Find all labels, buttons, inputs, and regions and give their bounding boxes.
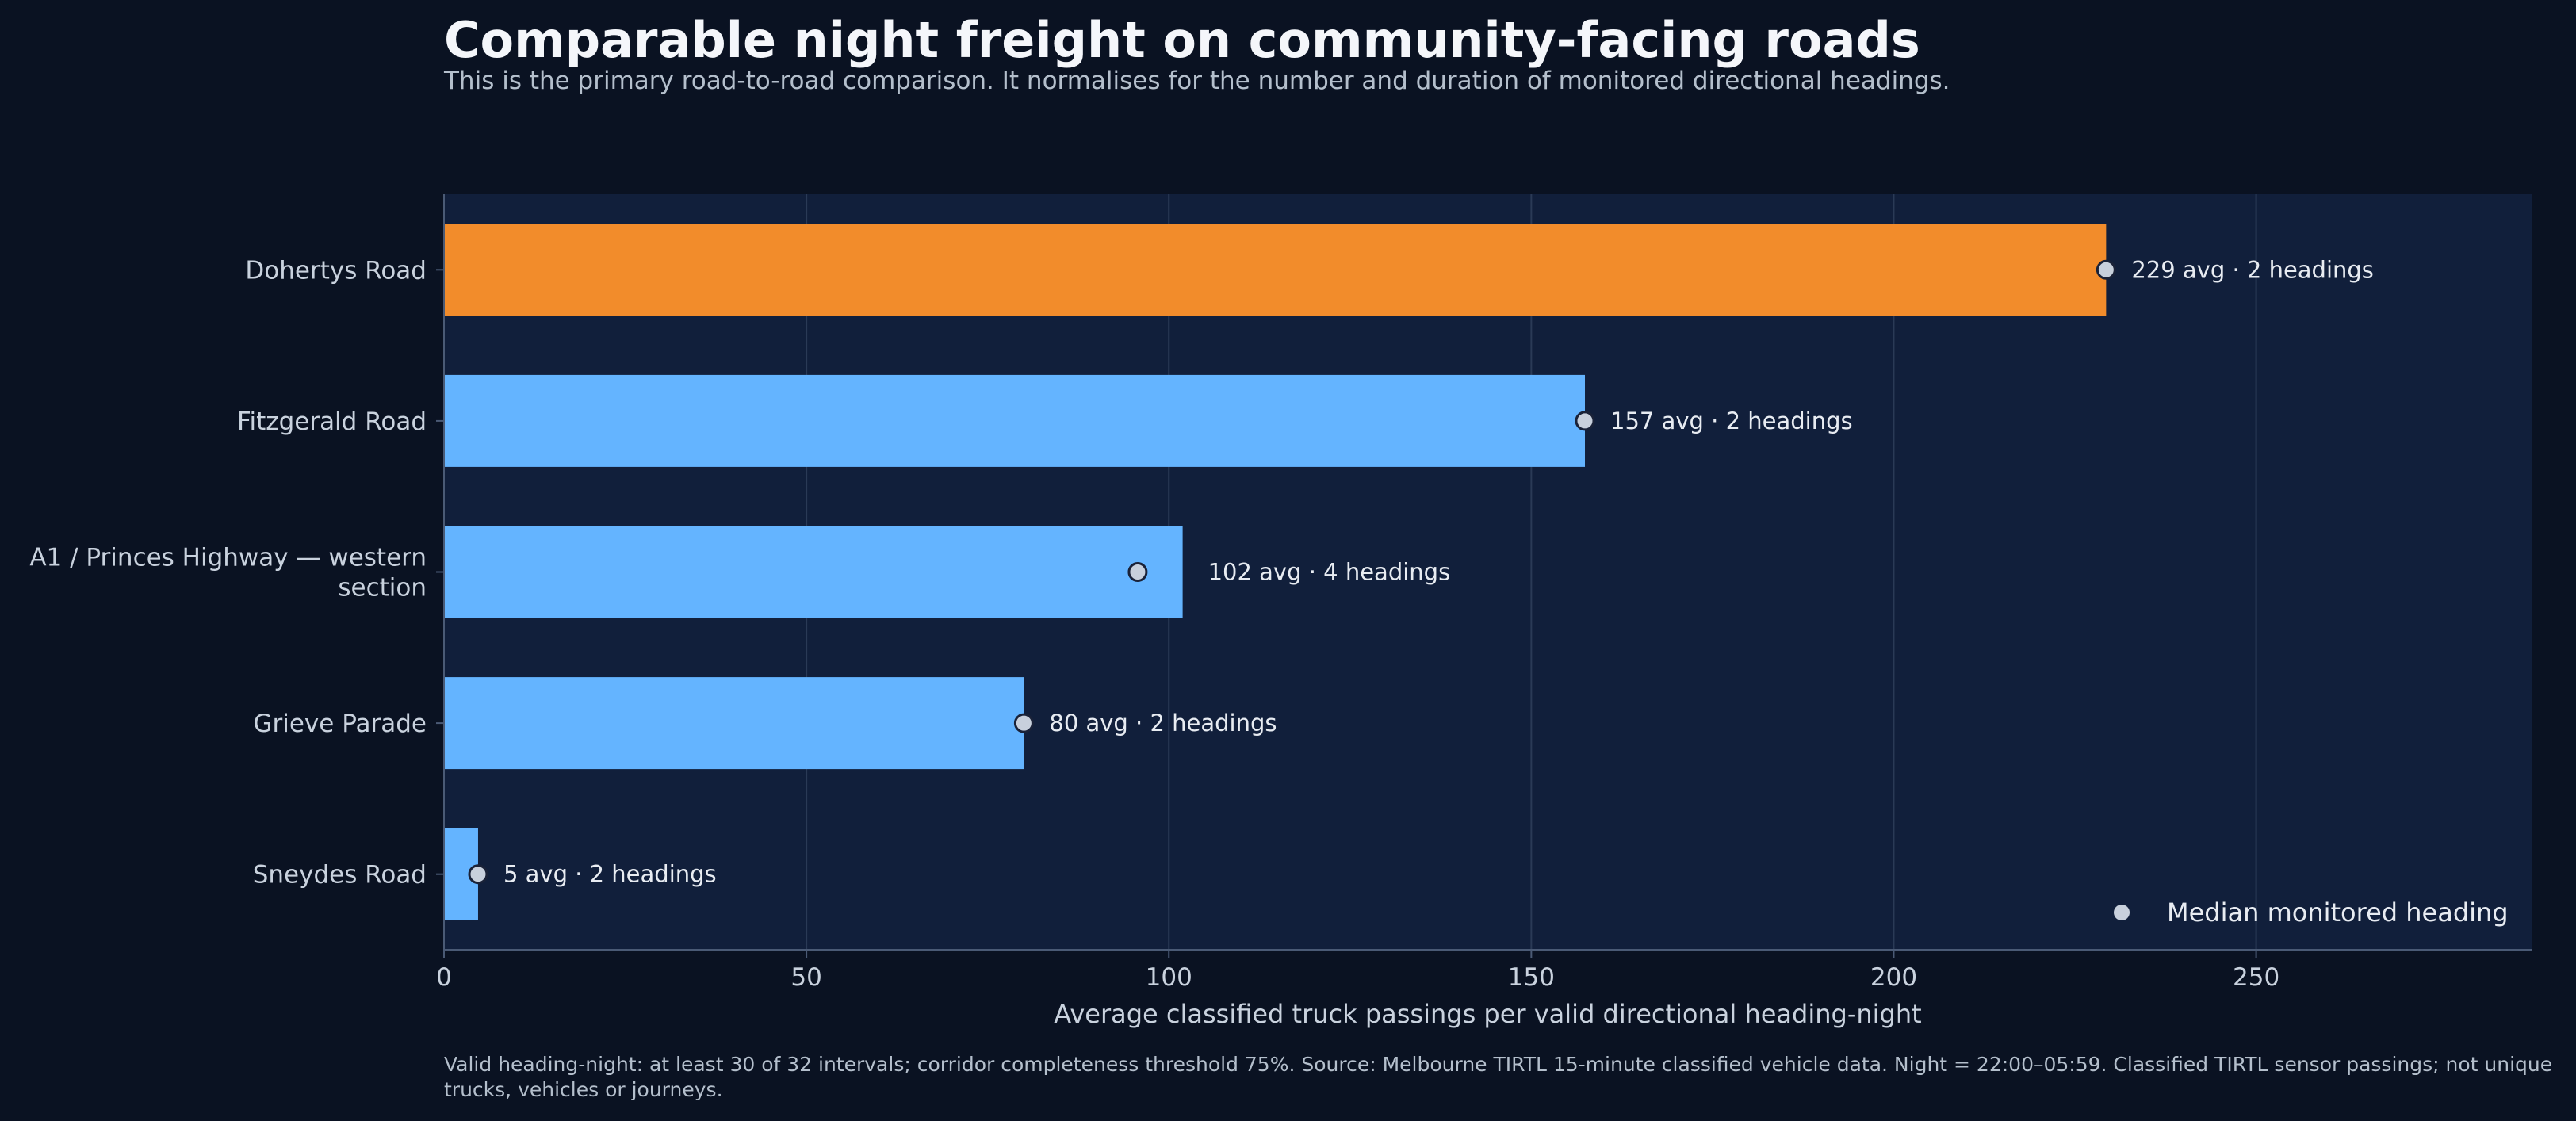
category-label: Sneydes Road xyxy=(253,861,427,890)
median-marker xyxy=(1127,562,1148,582)
x-axis-label: Average classified truck passings per va… xyxy=(1054,999,1921,1029)
bar xyxy=(444,224,2107,316)
x-tick-label: 250 xyxy=(2233,963,2279,992)
x-tick-label: 100 xyxy=(1146,963,1192,992)
x-tick-label: 0 xyxy=(436,963,452,992)
median-marker xyxy=(2096,259,2116,280)
legend-marker xyxy=(2114,905,2130,920)
category-label: section xyxy=(338,574,427,603)
data-label: 157 avg · 2 headings xyxy=(1610,407,1853,434)
category-label: Dohertys Road xyxy=(245,256,427,285)
category-label: Fitzgerald Road xyxy=(237,407,427,436)
chart-footnote: Valid heading-night: at least 30 of 32 i… xyxy=(444,1053,2553,1101)
bar xyxy=(444,677,1024,770)
data-label: 102 avg · 4 headings xyxy=(1208,559,1451,586)
category-label: A1 / Princes Highway — western xyxy=(29,544,427,572)
chart-title: Comparable night freight on community-fa… xyxy=(444,11,1920,69)
data-label: 80 avg · 2 headings xyxy=(1049,710,1277,736)
x-tick-label: 200 xyxy=(1870,963,1917,992)
x-tick-label: 50 xyxy=(790,963,821,992)
bar xyxy=(444,526,1183,618)
data-label: 5 avg · 2 headings xyxy=(503,861,717,888)
x-tick-label: 150 xyxy=(1508,963,1555,992)
bar xyxy=(444,374,1586,467)
chart-subtitle: This is the primary road-to-road compari… xyxy=(444,67,1950,95)
legend-label: Median monitored heading xyxy=(2167,897,2509,928)
data-label: 229 avg · 2 headings xyxy=(2131,256,2374,283)
median-marker xyxy=(468,864,488,885)
median-marker xyxy=(1575,411,1595,431)
category-label: Grieve Parade xyxy=(253,710,427,738)
median-marker xyxy=(1013,713,1034,733)
